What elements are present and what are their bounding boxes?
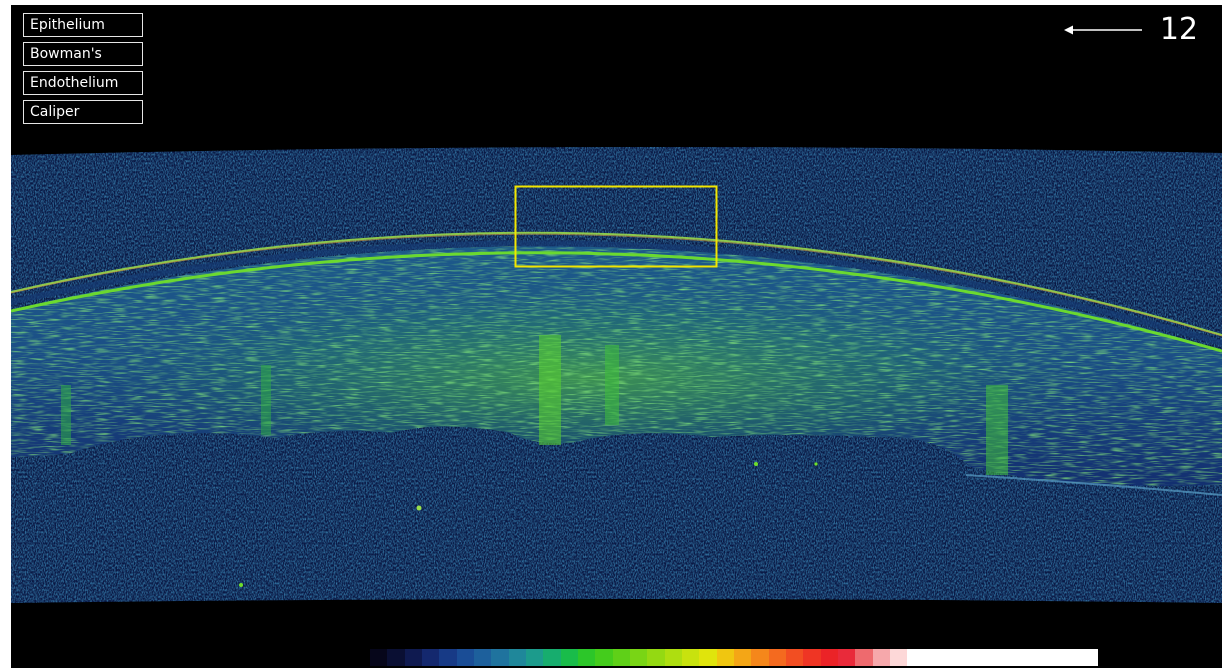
colorbar-swatch xyxy=(803,649,821,666)
bowmans-button[interactable]: Bowman's xyxy=(23,42,143,66)
colorbar-swatch xyxy=(993,649,1012,666)
colorbar-swatch xyxy=(577,649,596,666)
colorbar-swatch xyxy=(820,649,838,666)
colorbar-swatch xyxy=(387,649,405,666)
colorbar-swatch xyxy=(681,649,700,666)
colorbar-swatch xyxy=(508,649,526,666)
colorbar-swatch xyxy=(629,649,648,666)
colorbar-swatch xyxy=(473,649,492,666)
colorbar-swatch xyxy=(1063,649,1081,666)
colorbar-swatch xyxy=(699,649,717,666)
scan-orientation-indicator: 12 xyxy=(1063,12,1198,47)
endothelium-button[interactable]: Endothelium xyxy=(23,71,143,95)
colorbar-swatch xyxy=(456,649,474,666)
clock-position-label: 12 xyxy=(1159,12,1198,47)
colorbar-swatch xyxy=(716,649,734,666)
oct-scan-viewer[interactable]: Epithelium Bowman's Endothelium Caliper … xyxy=(11,5,1222,668)
colorbar-swatch xyxy=(647,649,665,666)
intensity-colorbar xyxy=(370,649,1098,666)
colorbar-swatch xyxy=(404,649,422,666)
epithelium-button[interactable]: Epithelium xyxy=(23,13,143,37)
colorbar-swatch xyxy=(872,649,890,666)
roi-box xyxy=(514,185,718,268)
colorbar-swatch xyxy=(370,649,388,666)
colorbar-swatch xyxy=(1080,649,1098,666)
corneal-oct-scan-image xyxy=(11,146,1222,603)
colorbar-swatch xyxy=(491,649,509,666)
epithelium-surface-line xyxy=(11,231,1222,336)
colorbar-swatch xyxy=(525,649,544,666)
colorbar-swatch xyxy=(439,649,457,666)
colorbar-swatch xyxy=(595,649,613,666)
colorbar-swatch xyxy=(751,649,769,666)
left-arrow-icon xyxy=(1063,25,1142,35)
colorbar-swatch xyxy=(924,649,942,666)
colorbar-swatch xyxy=(560,649,578,666)
colorbar-swatch xyxy=(1028,649,1046,666)
colorbar-swatch xyxy=(785,649,804,666)
endothelium-line xyxy=(965,474,1222,496)
colorbar-swatch xyxy=(855,649,873,666)
colorbar-swatch xyxy=(889,649,908,666)
colorbar-swatch xyxy=(612,649,630,666)
bowmans-layer-line xyxy=(11,251,1222,353)
colorbar-swatch xyxy=(959,649,977,666)
colorbar-swatch xyxy=(543,649,561,666)
caliper-button[interactable]: Caliper xyxy=(23,100,143,124)
colorbar-swatch xyxy=(941,649,960,666)
colorbar-swatch xyxy=(1045,649,1064,666)
colorbar-swatch xyxy=(976,649,994,666)
colorbar-swatch xyxy=(837,649,856,666)
colorbar-swatch xyxy=(768,649,786,666)
colorbar-swatch xyxy=(733,649,752,666)
colorbar-swatch xyxy=(664,649,682,666)
colorbar-swatch xyxy=(907,649,925,666)
colorbar-swatch xyxy=(1011,649,1029,666)
colorbar-swatch xyxy=(421,649,440,666)
stromal-streaks xyxy=(61,335,1008,475)
